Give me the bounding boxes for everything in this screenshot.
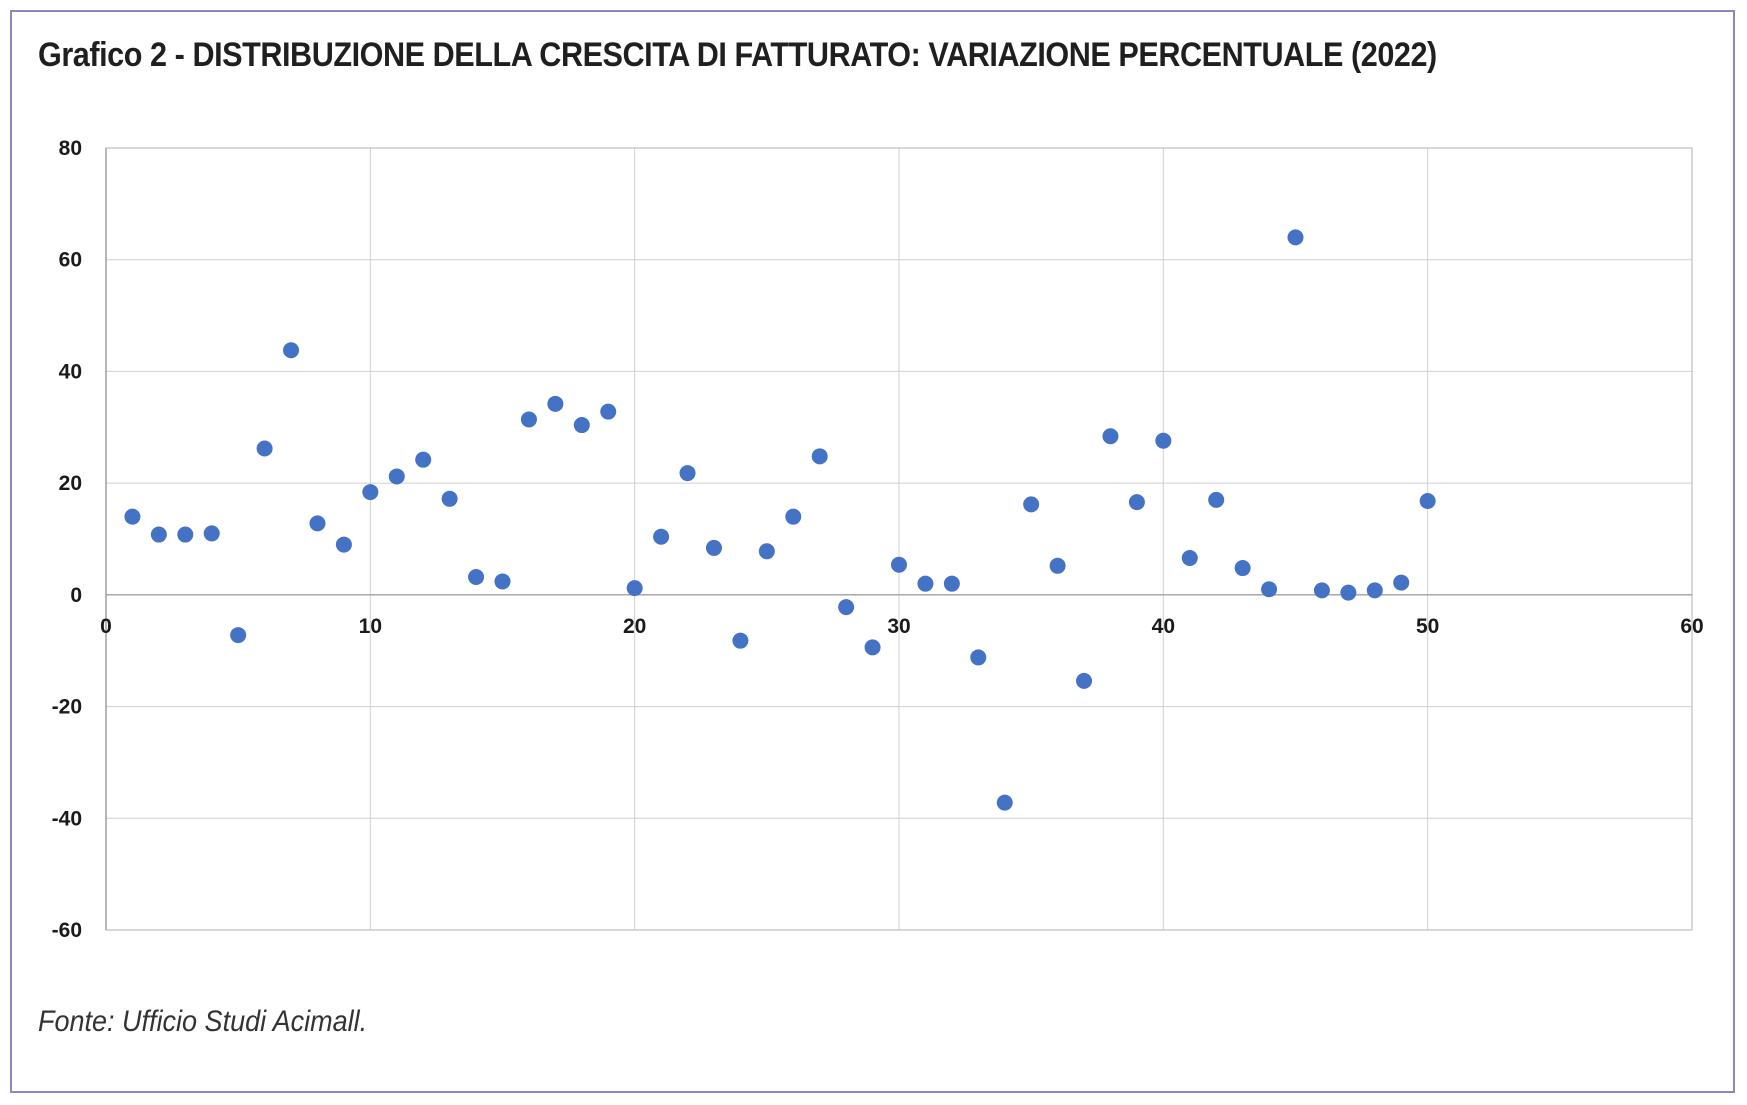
data-point: [1102, 428, 1119, 445]
data-point: [230, 627, 247, 644]
data-point: [1234, 560, 1251, 577]
data-point: [996, 794, 1013, 811]
data-point: [256, 440, 273, 457]
chart-title: Grafico 2 - DISTRIBUZIONE DELLA CRESCITA…: [38, 36, 1437, 74]
data-point: [1366, 582, 1383, 599]
y-tick-label: -60: [52, 919, 82, 942]
data-point: [1128, 494, 1145, 511]
data-point: [415, 451, 432, 468]
x-tick-label: 50: [1416, 615, 1439, 638]
data-point: [653, 528, 670, 545]
data-point: [177, 526, 194, 543]
data-point: [1419, 493, 1436, 510]
y-tick-label: -20: [52, 696, 82, 719]
data-point: [1313, 582, 1330, 599]
data-point: [1393, 574, 1410, 591]
y-tick-label: -40: [52, 807, 82, 830]
data-point: [335, 536, 352, 553]
data-point: [679, 465, 696, 482]
data-point: [362, 484, 379, 501]
data-point: [547, 395, 564, 412]
data-point: [1023, 496, 1040, 513]
data-point: [1261, 581, 1278, 598]
data-point: [705, 539, 722, 556]
data-point: [626, 580, 643, 597]
y-tick-label: 20: [59, 472, 82, 495]
data-point: [891, 556, 907, 573]
x-tick-label: 10: [359, 615, 382, 638]
data-point: [441, 490, 458, 507]
data-point: [785, 508, 802, 525]
data-point: [309, 515, 326, 532]
data-point: [600, 403, 617, 420]
source-note: Fonte: Ufficio Studi Acimall.: [38, 1005, 368, 1038]
data-point: [838, 599, 855, 616]
data-point: [943, 575, 960, 592]
data-point: [203, 525, 220, 542]
data-point: [573, 417, 590, 434]
data-point: [1340, 584, 1357, 601]
data-point: [758, 543, 775, 560]
x-tick-label: 30: [887, 615, 910, 638]
tick-labels: 80 60 40 20 0 -20 -40 -60 0 10 20 30 40 50 60: [52, 137, 1704, 942]
data-point: [1155, 432, 1172, 449]
y-tick-label: 60: [59, 249, 82, 272]
data-point: [150, 526, 167, 543]
data-point: [1049, 557, 1066, 574]
data-point: [494, 573, 511, 590]
data-point: [864, 639, 881, 656]
x-tick-label: 20: [623, 615, 646, 638]
data-point: [283, 342, 300, 359]
data-point: [468, 568, 485, 585]
data-point: [124, 508, 141, 525]
axes: [105, 147, 1693, 931]
data-point: [1181, 549, 1198, 566]
x-tick-label: 40: [1152, 615, 1175, 638]
x-tick-label: 60: [1680, 615, 1703, 638]
data-point: [811, 448, 828, 465]
data-point: [1076, 672, 1093, 689]
y-tick-label: 80: [59, 137, 82, 160]
data-points: [124, 229, 1436, 811]
y-tick-label: 0: [70, 584, 82, 607]
y-tick-label: 40: [59, 360, 82, 383]
data-point: [1287, 229, 1304, 246]
chart-frame: [10, 10, 1735, 1093]
data-point: [1208, 491, 1225, 508]
data-point: [917, 575, 934, 592]
data-point: [732, 632, 749, 649]
data-point: [970, 649, 987, 666]
data-point: [388, 468, 405, 485]
x-tick-label: 0: [100, 615, 112, 638]
data-point: [520, 411, 537, 428]
